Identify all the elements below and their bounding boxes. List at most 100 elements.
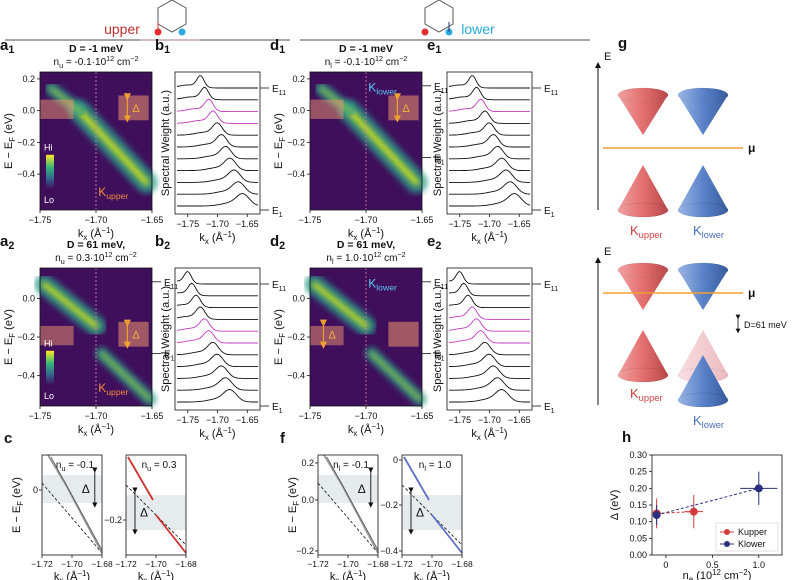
- text-part: 11: [441, 282, 448, 291]
- text-part: −2: [399, 54, 407, 63]
- text-part: −1: [77, 569, 87, 578]
- text-part: 2: [164, 240, 170, 252]
- x-tick-label: −1.65: [508, 415, 531, 425]
- gap-box: [118, 95, 149, 121]
- text-part: (eV): [287, 477, 299, 501]
- x-tick-label: −1.65: [141, 215, 164, 225]
- spectrum: [448, 282, 530, 297]
- text-part: E: [434, 350, 441, 361]
- panel-label: a1: [0, 37, 14, 56]
- gap-label: Δ: [82, 482, 90, 496]
- spectrum: [449, 134, 530, 148]
- panel-label: g: [618, 35, 627, 52]
- x-tick-label: 1.0: [753, 560, 766, 570]
- text-part: k: [199, 428, 205, 440]
- x-axis-label: kx (Å−1): [330, 569, 366, 580]
- spectrum: [448, 294, 530, 309]
- text-part: ): [110, 424, 114, 436]
- text-part: x: [83, 233, 87, 242]
- spectrum: [448, 270, 530, 285]
- text-part: (Å: [357, 227, 372, 240]
- text-part: (Å: [481, 427, 496, 440]
- gap-band: [318, 475, 378, 503]
- x-axis-label: kx (Å−1): [348, 422, 384, 438]
- text-part: ): [504, 428, 508, 440]
- text-part: 11: [279, 88, 286, 97]
- text-part: = 1.0: [426, 460, 452, 471]
- y-tick-label: −0.4: [287, 169, 305, 179]
- cone-rim: [677, 392, 729, 408]
- legend-label: Klower: [738, 539, 766, 549]
- x-tick-label: −1.70: [337, 559, 359, 569]
- x-tick-label: −1.72: [307, 559, 329, 569]
- x-tick-label: −1.65: [236, 415, 259, 425]
- y-tick-label: 0.15: [629, 500, 647, 510]
- valley-label: Klower: [368, 80, 397, 96]
- spectrum: [176, 330, 258, 344]
- spectrum: [176, 122, 258, 136]
- y-tick-label: 0.0: [301, 495, 314, 505]
- spectrum: [448, 86, 530, 101]
- text-part: = -0.1: [65, 460, 94, 471]
- frame: [446, 267, 533, 411]
- gap-label: Δ: [402, 103, 410, 115]
- x-tick-label: −1.72: [391, 559, 413, 569]
- level-label: E1: [434, 350, 445, 363]
- text-part: K: [630, 223, 639, 238]
- gap-band: [42, 475, 102, 503]
- gap-box: [310, 99, 344, 119]
- mu-label: μ: [748, 286, 755, 300]
- gap-label: Δ: [328, 329, 336, 341]
- text-part: E − E: [3, 338, 15, 365]
- gap-box: [310, 325, 344, 346]
- text-part: l: [330, 61, 332, 70]
- text-part: lower: [702, 420, 724, 430]
- text-part: k: [471, 428, 477, 440]
- x-tick-label: −1.70: [206, 219, 229, 229]
- text-part: x: [205, 433, 209, 442]
- text-part: −1: [371, 422, 381, 431]
- spectrum: [176, 75, 258, 89]
- text-part: l: [332, 257, 334, 266]
- y-axis-label: E − EF (eV): [273, 309, 287, 365]
- point: [689, 507, 698, 516]
- panel-label: e2: [427, 233, 441, 252]
- text-part: u: [147, 464, 151, 473]
- text-part: e: [427, 37, 435, 54]
- spectrum: [448, 330, 530, 344]
- text-part: n: [142, 460, 148, 471]
- panel-label: c: [4, 430, 12, 447]
- spectrum: [177, 181, 259, 195]
- text-part: −1: [437, 569, 447, 578]
- panel-subtitle: nu = 0.3·1012 cm−2: [55, 250, 137, 266]
- x-tick-label: 0: [663, 560, 668, 570]
- text-part: l: [424, 464, 426, 473]
- spectrum: [448, 353, 530, 368]
- spectrum: [176, 86, 258, 101]
- colorbar: [46, 154, 54, 191]
- text-part: E: [434, 154, 441, 165]
- cone-body: [678, 95, 728, 135]
- subplot-title: nu = 0.3: [142, 460, 177, 473]
- cone-rim: [617, 262, 669, 278]
- text-part: (Å: [209, 231, 224, 244]
- level-label: E11: [164, 278, 178, 291]
- text-part: n: [333, 460, 339, 471]
- subplot-title: nl = -0.1: [333, 460, 369, 473]
- spectrum: [177, 157, 258, 172]
- cone: [617, 165, 669, 218]
- spectrum: [176, 306, 258, 320]
- y-tick-label: 0.30: [629, 450, 647, 460]
- text-part: x: [59, 576, 63, 580]
- text-part: 1: [435, 44, 441, 56]
- text-part: ): [170, 571, 174, 580]
- valley-label: Kupper: [630, 223, 663, 240]
- spectrum: [448, 98, 530, 113]
- text-part: −1: [223, 230, 233, 239]
- cone-rim: [617, 87, 669, 103]
- y-tick-label: 0.2: [301, 458, 314, 468]
- level-label: E11: [544, 280, 558, 293]
- spectrum: [448, 122, 530, 136]
- x-tick-label: −1.70: [478, 219, 501, 229]
- glow-core: [370, 352, 421, 401]
